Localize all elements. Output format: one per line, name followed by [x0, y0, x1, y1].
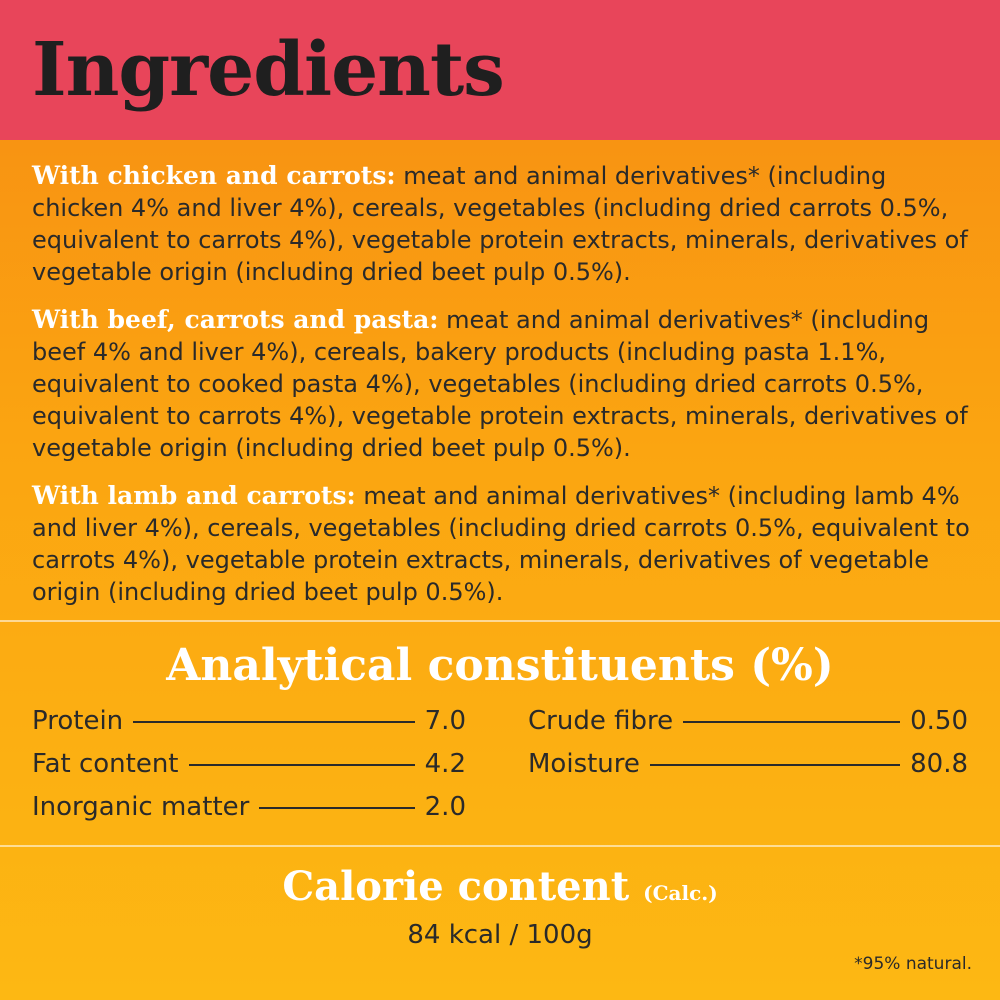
leader-line — [683, 721, 901, 723]
calorie-title-text: Calorie content — [282, 863, 630, 910]
ingredient-paragraph-lamb: With lamb and carrots: meat and animal d… — [32, 480, 972, 608]
footnote: *95% natural. — [854, 954, 972, 974]
leader-line — [133, 721, 415, 723]
analytical-title: Analytical constituents (%) — [166, 640, 834, 691]
constituent-value: 2.0 — [424, 792, 466, 822]
ingredient-lead-beef: With beef, carrots and pasta: — [32, 305, 439, 334]
ingredient-text-lamb: meat and animal derivatives* (including … — [32, 482, 970, 606]
constituent-value: 7.0 — [424, 706, 466, 736]
ingredient-lead-chicken: With chicken and carrots: — [32, 161, 396, 190]
constituent-row-inorganic: Inorganic matter 2.0 — [32, 786, 466, 829]
analytical-column-left: Protein 7.0 Fat content 4.2 Inorganic ma… — [32, 700, 466, 829]
leader-line — [649, 764, 901, 766]
leader-line — [188, 764, 415, 766]
ingredient-paragraph-beef: With beef, carrots and pasta: meat and a… — [32, 304, 972, 464]
analytical-column-right: Crude fibre 0.50 Moisture 80.8 — [528, 700, 968, 786]
divider-bottom — [0, 845, 1000, 847]
constituent-value: 4.2 — [424, 749, 466, 779]
ingredient-lead-lamb: With lamb and carrots: — [32, 481, 356, 510]
header-banner: Ingredients — [0, 0, 1000, 140]
constituent-label: Moisture — [528, 749, 640, 779]
constituent-label: Crude fibre — [528, 706, 674, 736]
constituent-row-moisture: Moisture 80.8 — [528, 743, 968, 786]
analytical-table: Protein 7.0 Fat content 4.2 Inorganic ma… — [32, 700, 968, 830]
ingredient-text-beef: meat and animal derivatives* (including … — [32, 306, 968, 462]
divider-top — [0, 620, 1000, 622]
calorie-value: 84 kcal / 100g — [407, 920, 593, 950]
constituent-label: Inorganic matter — [32, 792, 250, 822]
constituent-value: 0.50 — [910, 706, 968, 736]
leader-line — [259, 807, 415, 809]
ingredient-text-chicken: meat and animal derivatives* (including … — [32, 162, 968, 286]
constituent-row-fibre: Crude fibre 0.50 — [528, 700, 968, 743]
ingredient-paragraph-chicken: With chicken and carrots: meat and anima… — [32, 160, 972, 288]
constituent-label: Protein — [32, 706, 124, 736]
calorie-title: Calorie content (Calc.) — [0, 860, 1000, 920]
constituent-value: 80.8 — [910, 749, 968, 779]
constituent-row-protein: Protein 7.0 — [32, 700, 466, 743]
constituent-row-fat: Fat content 4.2 — [32, 743, 466, 786]
ingredients-section: With chicken and carrots: meat and anima… — [32, 160, 972, 624]
constituent-label: Fat content — [32, 749, 179, 779]
page-title: Ingredients — [32, 27, 505, 113]
calorie-calc-note: (Calc.) — [643, 881, 718, 905]
